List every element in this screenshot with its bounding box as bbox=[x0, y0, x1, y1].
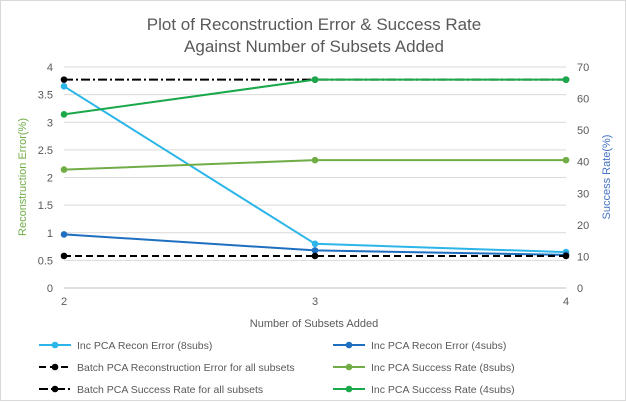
y-left-tick-label: 4 bbox=[47, 62, 53, 74]
series-line-6 bbox=[63, 78, 566, 116]
series-2-point bbox=[311, 247, 319, 254]
x-tick-label: 4 bbox=[563, 296, 569, 308]
y-left-tick-label: 1 bbox=[47, 228, 53, 240]
chart-title-line-1: Plot of Reconstruction Error & Success R… bbox=[147, 15, 481, 34]
chart-title-line-2: Against Number of Subsets Added bbox=[184, 37, 444, 56]
x-tick-label: 3 bbox=[312, 296, 318, 308]
y-right-tick-label: 10 bbox=[577, 251, 589, 263]
series-3-point bbox=[60, 252, 68, 260]
y-right-tick-label: 50 bbox=[577, 125, 589, 137]
legend-marker-6 bbox=[345, 385, 353, 393]
x-axis-label: Number of Subsets Added bbox=[250, 318, 378, 330]
y-left-tick-label: 0 bbox=[47, 283, 53, 295]
y-right-tick-label: 40 bbox=[577, 157, 589, 169]
y-right-axis-label: Success Rate(%) bbox=[601, 135, 613, 220]
y-left-tick-label: 1.5 bbox=[38, 200, 53, 212]
legend-label-2: Inc PCA Recon Error (4subs) bbox=[371, 340, 506, 352]
series-line-1 bbox=[63, 85, 567, 254]
series-6-point bbox=[60, 111, 68, 118]
series-4-point bbox=[60, 166, 68, 173]
legend-marker-1 bbox=[51, 341, 59, 349]
y-right-tick-label: 20 bbox=[577, 220, 589, 232]
y-left-tick-label: 3 bbox=[47, 117, 53, 129]
y-left-tick-label: 2 bbox=[47, 173, 53, 185]
y-left-tick-label: 0.5 bbox=[38, 255, 53, 267]
series-1-point bbox=[60, 83, 68, 90]
legend-label-6: Inc PCA Success Rate (4subs) bbox=[371, 384, 515, 396]
y-left-tick-label: 3.5 bbox=[38, 90, 53, 102]
series-3-point bbox=[311, 252, 319, 260]
legend-marker-4 bbox=[345, 363, 353, 371]
series-4-point bbox=[311, 156, 319, 164]
legend-label-4: Inc PCA Success Rate (8subs) bbox=[371, 362, 515, 374]
y-left-axis-label: Reconstruction Error(%) bbox=[17, 118, 29, 236]
y-right-tick-label: 0 bbox=[577, 283, 583, 295]
y-right-tick-label: 30 bbox=[577, 188, 589, 200]
series-6-point bbox=[311, 76, 319, 83]
series-5-point bbox=[60, 76, 68, 83]
legend-label-5: Batch PCA Success Rate for all subsets bbox=[77, 384, 263, 396]
series-6-point bbox=[562, 76, 570, 83]
series-3-point bbox=[562, 252, 570, 260]
y-right-tick-label: 70 bbox=[577, 62, 589, 74]
y-left-tick-label: 2.5 bbox=[38, 145, 53, 157]
series-4-point bbox=[562, 156, 570, 164]
series-1-point bbox=[311, 240, 319, 248]
legend-marker-3 bbox=[51, 363, 59, 371]
legend-marker-2 bbox=[345, 341, 353, 349]
legend-label-1: Inc PCA Recon Error (8subs) bbox=[77, 340, 212, 352]
series-2-point bbox=[60, 231, 68, 238]
y-right-tick-label: 60 bbox=[577, 94, 589, 106]
legend-label-3: Batch PCA Reconstruction Error for all s… bbox=[77, 362, 295, 374]
legend-marker-5 bbox=[51, 385, 59, 393]
x-tick-label: 2 bbox=[61, 296, 67, 308]
